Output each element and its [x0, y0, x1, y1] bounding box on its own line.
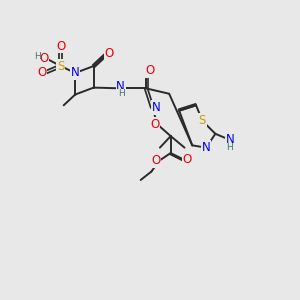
Text: O: O: [104, 47, 114, 60]
Text: H: H: [226, 143, 233, 152]
Text: O: O: [145, 64, 154, 77]
Text: N: N: [152, 101, 161, 114]
Text: O: O: [38, 66, 47, 79]
Text: H: H: [118, 89, 125, 98]
Text: N: N: [116, 80, 125, 92]
Text: O: O: [152, 154, 161, 167]
Text: H: H: [34, 52, 41, 61]
Text: S: S: [57, 59, 64, 73]
Text: N: N: [71, 67, 80, 80]
Text: O: O: [56, 40, 65, 52]
Text: O: O: [182, 153, 191, 166]
Text: O: O: [39, 52, 48, 65]
Text: N: N: [226, 134, 234, 146]
Text: N: N: [202, 141, 211, 154]
Text: O: O: [150, 118, 159, 131]
Text: S: S: [199, 114, 206, 127]
